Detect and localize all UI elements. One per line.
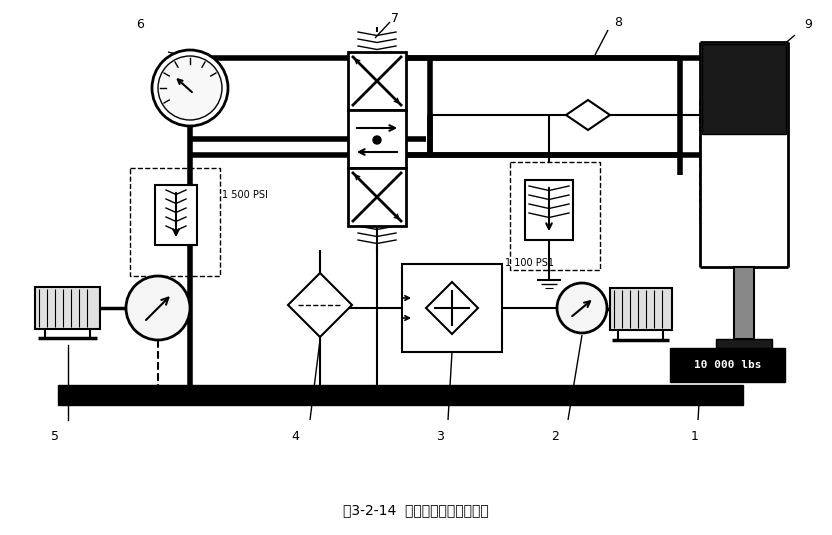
Text: 8: 8	[614, 16, 622, 28]
Circle shape	[152, 50, 228, 126]
Circle shape	[126, 276, 190, 340]
Text: 1 500 PSI: 1 500 PSI	[222, 190, 268, 200]
Bar	[610, 288, 672, 330]
Polygon shape	[426, 282, 478, 334]
Bar	[716, 339, 772, 363]
Bar	[525, 180, 573, 240]
Bar	[348, 168, 406, 226]
Bar	[348, 110, 406, 168]
Bar	[35, 287, 100, 329]
Polygon shape	[288, 273, 352, 337]
Bar	[402, 264, 502, 352]
Circle shape	[158, 56, 222, 120]
Text: 1 100 PS1: 1 100 PS1	[505, 258, 554, 268]
Bar	[155, 185, 197, 245]
Bar	[130, 168, 220, 276]
Circle shape	[557, 283, 607, 333]
Text: 9: 9	[804, 19, 812, 32]
Bar	[58, 385, 743, 405]
Bar	[670, 348, 785, 382]
Text: 图3-2-14  液压系统基本组成示意: 图3-2-14 液压系统基本组成示意	[343, 503, 489, 517]
Text: 10 000 lbs: 10 000 lbs	[694, 360, 762, 370]
Polygon shape	[566, 100, 610, 130]
Text: 2: 2	[551, 430, 559, 443]
Circle shape	[373, 136, 381, 144]
Bar	[702, 44, 786, 134]
Text: 1: 1	[691, 430, 699, 443]
Text: 4: 4	[291, 430, 299, 443]
Bar	[510, 162, 600, 270]
Bar	[734, 267, 754, 339]
Text: 7: 7	[391, 11, 399, 25]
Text: 6: 6	[136, 19, 144, 32]
Bar	[348, 52, 406, 110]
Text: 5: 5	[51, 430, 59, 443]
Text: 3: 3	[436, 430, 444, 443]
